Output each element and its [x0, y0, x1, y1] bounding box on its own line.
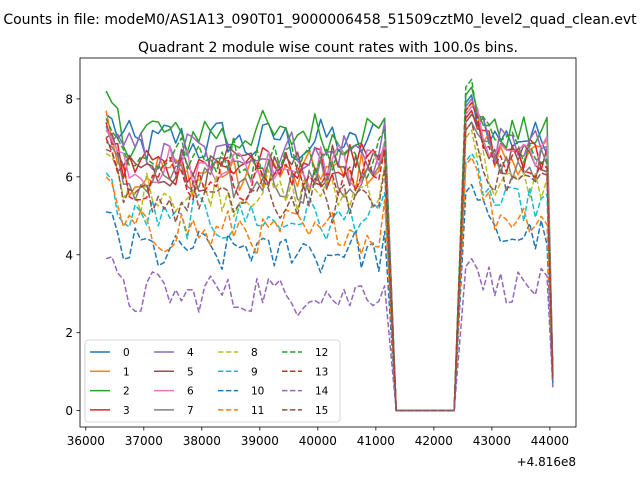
legend-label-9: 9	[251, 366, 258, 378]
x-tick-label: 38000	[183, 434, 221, 448]
x-tick-label: 43000	[473, 434, 511, 448]
x-tick-label: 42000	[415, 434, 453, 448]
legend-label-10: 10	[251, 386, 264, 398]
legend-label-13: 13	[315, 366, 328, 378]
series-line-7	[105, 121, 554, 412]
y-tick-label: 6	[65, 170, 73, 184]
series-lines	[105, 78, 554, 412]
legend-label-3: 3	[123, 405, 130, 417]
series-line-5	[105, 113, 554, 412]
x-tick-label: 37000	[125, 434, 163, 448]
x-axis: 36000 37000 38000 39000 40000 41000 42000 43000…	[67, 427, 569, 448]
legend-label-1: 1	[123, 366, 130, 378]
legend-label-7: 7	[187, 405, 194, 417]
series-line-9	[105, 152, 554, 412]
legend-label-8: 8	[251, 347, 258, 359]
series-line-14	[105, 256, 554, 412]
legend-label-12: 12	[315, 347, 328, 359]
legend-label-14: 14	[315, 386, 329, 398]
legend-box	[84, 339, 341, 423]
x-tick-label: 40000	[299, 434, 337, 448]
series-line-10	[105, 183, 554, 412]
legend-label-15: 15	[315, 405, 328, 417]
y-tick-label: 8	[65, 92, 73, 106]
x-tick-label: 41000	[357, 434, 395, 448]
y-tick-label: 2	[65, 326, 73, 340]
plot-area-frame	[79, 57, 577, 428]
chart-title: Quadrant 2 module wise count rates with …	[138, 40, 518, 56]
legend-label-5: 5	[187, 366, 194, 378]
y-tick-label: 0	[65, 404, 73, 418]
legend-label-2: 2	[123, 386, 130, 398]
y-tick-label: 4	[65, 248, 73, 262]
x-tick-label: 39000	[241, 434, 279, 448]
x-axis-offset-label: +4.816e8	[517, 455, 576, 469]
legend-label-11: 11	[251, 405, 264, 417]
figure-suptitle: Counts in file: modeM0/AS1A13_090T01_900…	[3, 12, 637, 28]
legend-label-4: 4	[187, 347, 194, 359]
series-line-8	[105, 129, 554, 412]
y-axis: 0 2 4 6 8	[65, 92, 80, 418]
x-tick-label: 44000	[531, 434, 569, 448]
legend-label-6: 6	[187, 386, 194, 398]
series-line-12	[105, 78, 554, 412]
legend-label-0: 0	[123, 347, 130, 359]
x-tick-label: 36000	[67, 434, 105, 448]
series-line-13	[105, 102, 554, 412]
